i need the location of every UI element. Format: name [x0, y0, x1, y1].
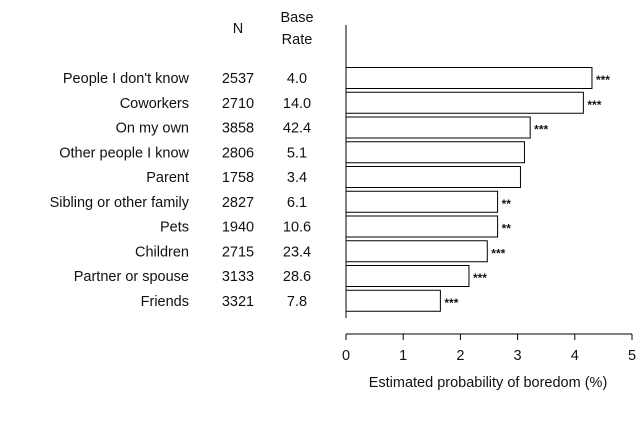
- category-label: Partner or spouse: [74, 269, 189, 285]
- category-label: On my own: [116, 121, 189, 137]
- x-tick-label: 5: [628, 348, 636, 364]
- chart-row: Other people I know 2806 5.1: [59, 141, 525, 164]
- base-rate-header-line2: Rate: [282, 32, 313, 48]
- n-value: 1940: [222, 220, 254, 236]
- category-label: Children: [135, 244, 189, 260]
- significance-label: **: [502, 197, 512, 211]
- base-rate-value: 7.8: [287, 294, 307, 310]
- category-label: Sibling or other family: [50, 195, 190, 211]
- significance-label: ***: [444, 296, 458, 310]
- bar: [345, 289, 441, 312]
- bar: [345, 265, 470, 287]
- base-rate-value: 3.4: [287, 170, 307, 186]
- x-tick-label: 3: [514, 348, 522, 364]
- base-rate-value: 23.4: [283, 244, 311, 260]
- chart-row: Sibling or other family 2827 6.1 **: [50, 190, 512, 213]
- chart-row: People I don't know 2537 4.0 ***: [63, 67, 610, 89]
- bar: [345, 190, 499, 213]
- n-value: 3133: [222, 269, 254, 285]
- significance-label: ***: [587, 98, 601, 112]
- n-value: 2710: [222, 96, 254, 112]
- chart-row: Coworkers 2710 14.0 ***: [120, 91, 602, 114]
- significance-label: ***: [473, 271, 487, 285]
- chart-row: Friends 3321 7.8 ***: [141, 289, 459, 312]
- category-label: People I don't know: [63, 71, 190, 87]
- bar: [345, 240, 488, 263]
- bar: [345, 91, 584, 114]
- category-label: Pets: [160, 220, 189, 236]
- n-column-header: N: [233, 21, 243, 37]
- category-label: Other people I know: [59, 145, 189, 161]
- base-rate-value: 42.4: [283, 121, 311, 137]
- base-rate-value: 28.6: [283, 269, 311, 285]
- x-tick-label: 2: [456, 348, 464, 364]
- significance-label: **: [502, 222, 512, 236]
- significance-label: ***: [534, 123, 548, 137]
- category-label: Friends: [141, 294, 189, 310]
- category-label: Parent: [146, 170, 189, 186]
- base-rate-header-line1: Base: [280, 10, 313, 26]
- x-tick-label: 1: [399, 348, 407, 364]
- base-rate-value: 14.0: [283, 96, 311, 112]
- n-value: 3321: [222, 294, 254, 310]
- n-value: 2715: [222, 244, 254, 260]
- n-value: 3858: [222, 121, 254, 137]
- bar: [345, 141, 525, 164]
- n-value: 1758: [222, 170, 254, 186]
- base-rate-value: 10.6: [283, 220, 311, 236]
- n-value: 2827: [222, 195, 254, 211]
- x-tick-label: 4: [571, 348, 579, 364]
- x-axis: 0 1 2 3 4 5: [342, 333, 636, 364]
- n-value: 2537: [222, 71, 254, 87]
- chart-rows: People I don't know 2537 4.0 *** Coworkers 27…: [50, 67, 610, 312]
- chart-row: Children 2715 23.4 ***: [135, 240, 506, 263]
- x-axis-label: Estimated probability of boredom (%): [369, 375, 608, 391]
- chart-row: Pets 1940 10.6 **: [160, 215, 512, 238]
- bar: [345, 166, 521, 188]
- base-rate-value: 6.1: [287, 195, 307, 211]
- bar: [345, 116, 531, 139]
- significance-label: ***: [596, 73, 610, 87]
- base-rate-value: 4.0: [287, 71, 307, 87]
- bar: [345, 67, 593, 89]
- chart-row: On my own 3858 42.4 ***: [116, 116, 549, 139]
- base-rate-value: 5.1: [287, 145, 307, 161]
- x-tick-label: 0: [342, 348, 350, 364]
- n-value: 2806: [222, 145, 254, 161]
- chart-row: Parent 1758 3.4: [146, 166, 521, 188]
- bar: [345, 215, 499, 238]
- chart-row: Partner or spouse 3133 28.6 ***: [74, 265, 487, 287]
- category-label: Coworkers: [120, 96, 189, 112]
- significance-label: ***: [491, 246, 505, 260]
